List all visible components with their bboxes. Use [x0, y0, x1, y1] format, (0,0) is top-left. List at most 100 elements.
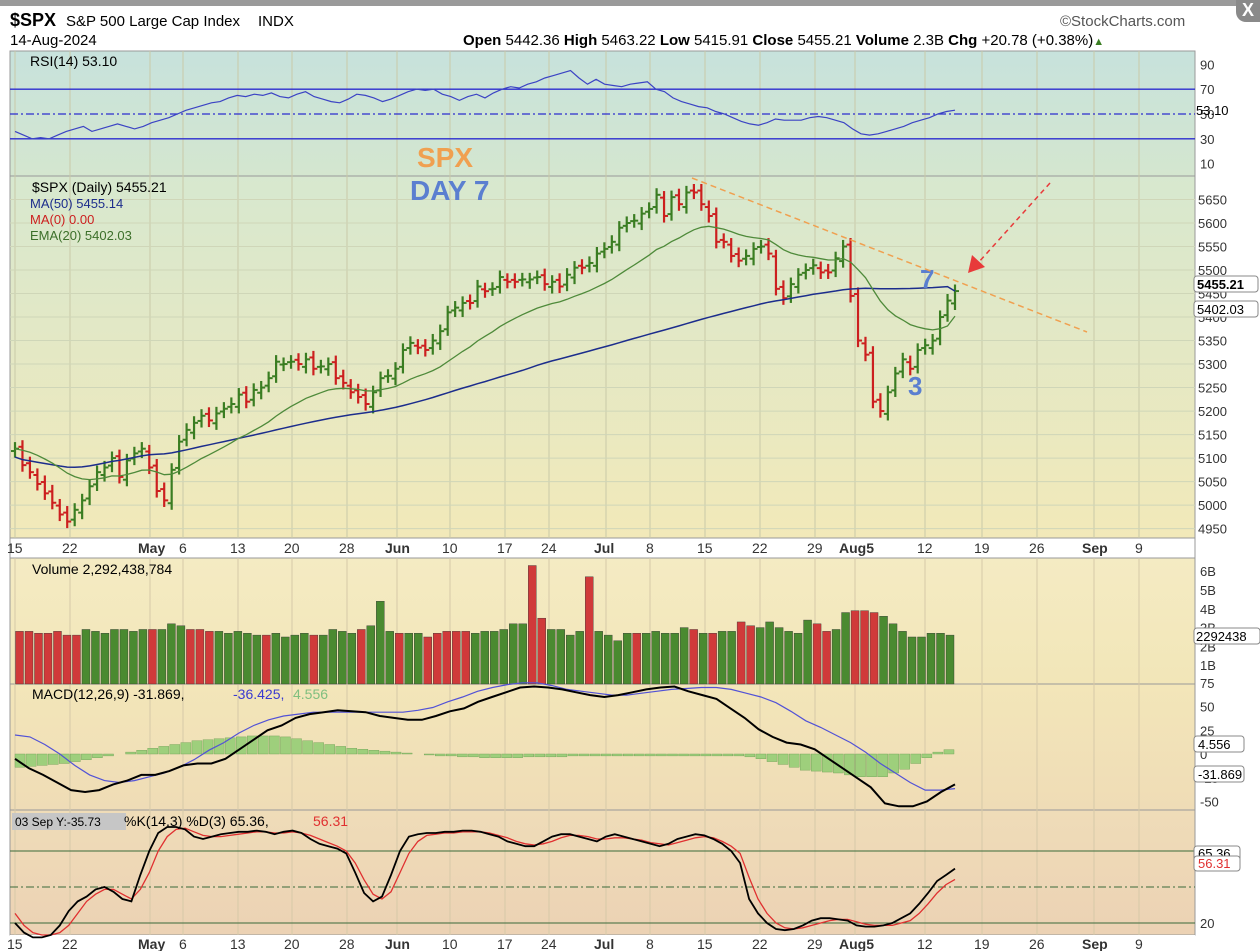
macd-histogram-bar: [545, 753, 557, 758]
volume-bar: [243, 633, 252, 685]
volume-bar: [518, 623, 527, 685]
macd-histogram-bar: [125, 751, 136, 755]
stoch-layer: [10, 826, 1195, 939]
macd-histogram-bar: [744, 753, 756, 758]
stoch-panel-bg: [9, 809, 1196, 936]
macd-histogram-bar: [158, 746, 170, 755]
volume-bar: [338, 631, 347, 685]
macd-histogram-bar: [36, 753, 48, 766]
annotation-day7: DAY 7: [410, 175, 489, 206]
volume-bar: [936, 633, 945, 685]
volume-bar: [717, 631, 727, 685]
date: 14-Aug-2024: [10, 32, 97, 49]
trendline-resistance: [691, 177, 1088, 333]
macd-histogram-bar: [147, 748, 158, 755]
close-icon[interactable]: X: [1236, 0, 1260, 22]
price-current-label-box: [1193, 275, 1259, 293]
volume-value: 2.3B: [913, 32, 944, 49]
macd-histogram-bar: [501, 753, 512, 758]
stoch-k-line: [14, 826, 956, 939]
macd-histogram-bar: [346, 748, 358, 755]
macd-histogram-bar: [921, 753, 933, 758]
macd-histogram-bar: [689, 753, 700, 757]
macd-hist-label: 4.556: [293, 686, 328, 702]
macd-histogram-bar: [512, 753, 523, 758]
volume-bar: [509, 623, 518, 685]
macd-histogram-bar: [844, 753, 855, 776]
x-tick-label: 10: [442, 540, 458, 556]
volume-bar: [214, 631, 224, 685]
symbol: $SPX: [10, 10, 57, 30]
cursor-box: [12, 813, 126, 830]
price-current-label: 5455.21: [1197, 277, 1244, 292]
macd-histogram-bar: [667, 753, 678, 757]
volume-bar: [176, 625, 186, 685]
volume-bar: [357, 629, 366, 685]
macd-histogram-bar: [14, 753, 26, 768]
volume-title: Volume 2,292,438,784: [32, 561, 172, 577]
volume-bar: [347, 633, 357, 685]
low-value: 5415.91: [694, 32, 749, 49]
volume-bar: [100, 633, 110, 685]
volume-bar: [575, 631, 584, 685]
volume-bar: [224, 633, 233, 685]
x-tick-label: 9: [1135, 936, 1143, 951]
volume-bar: [812, 623, 822, 685]
macd-histogram-bar: [755, 753, 767, 759]
close-label: Close: [752, 32, 794, 49]
volume-bar: [186, 629, 195, 685]
stoch-d-label: 56.31: [313, 813, 348, 829]
macd-histogram-bar: [733, 753, 745, 757]
x-tick-label: 22: [62, 540, 78, 556]
macd-histogram-bar: [766, 753, 778, 762]
volume-bar: [376, 601, 385, 685]
volume-bar: [556, 629, 565, 685]
volume-bar: [62, 634, 72, 685]
x-tick-label: 22: [752, 936, 768, 951]
volume-bar: [129, 631, 138, 685]
x-tick-label: Aug5: [839, 936, 874, 951]
x-tick-label: 20: [284, 540, 300, 556]
open-label: Open: [463, 32, 502, 49]
macd-histogram-bar: [866, 753, 877, 777]
volume-bar: [547, 629, 556, 685]
volume-tick-label: 6B: [1200, 564, 1216, 579]
chg-value: +20.78 (+0.38%): [981, 32, 1094, 49]
volume-bar: [622, 633, 632, 685]
volume-bar: [110, 629, 119, 685]
price-tick-label: 5150: [1198, 428, 1227, 443]
stoch-current-label: 56.31: [1198, 856, 1231, 871]
macd-tick-label: 75: [1200, 676, 1214, 691]
volume-bar: [698, 633, 708, 685]
macd-histogram-bar: [258, 735, 269, 755]
volume-bar: [404, 633, 413, 685]
x-tick-label: 22: [752, 540, 768, 556]
macd-histogram-bar: [169, 744, 181, 755]
ma50-line: [14, 285, 956, 469]
volume-bar: [471, 633, 480, 685]
macd-histogram-bar: [59, 753, 70, 764]
macd-histogram-bar: [269, 735, 280, 755]
x-tick-label: 10: [442, 936, 458, 951]
macd-histogram-bar: [191, 740, 203, 755]
macd-histogram-bar: [656, 753, 667, 757]
macd-histogram-bar: [833, 753, 844, 774]
macd-histogram-bar: [224, 737, 236, 755]
volume-bar: [385, 631, 394, 685]
volume-bar: [651, 631, 660, 685]
volume-bar: [765, 621, 774, 685]
macd-histogram-bar: [213, 738, 225, 755]
macd-histogram-bar: [479, 753, 490, 758]
volume-bar: [803, 619, 812, 685]
axis-labels: 15 15 22 22 May May 6 6 13 13 20 20 28 28 Jun Jun 10 10 17…: [7, 57, 1260, 951]
volume-bar: [490, 631, 499, 685]
volume-bar: [119, 629, 129, 685]
volume-bar: [660, 633, 670, 685]
volume-bar: [679, 627, 689, 685]
macd-histogram-bar: [180, 742, 192, 755]
price-tick-label: 5550: [1198, 240, 1227, 255]
volume-bar: [746, 625, 755, 685]
legend-ma50: MA(50) 5455.14: [30, 196, 123, 211]
macd-current-label-box: [1193, 765, 1245, 783]
volume-bar: [262, 634, 271, 685]
